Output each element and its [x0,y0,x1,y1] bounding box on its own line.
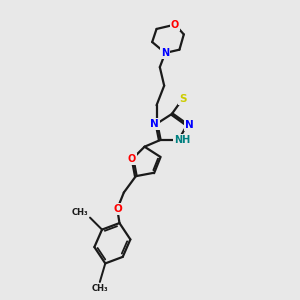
Text: N: N [185,120,194,130]
Text: CH₃: CH₃ [92,284,108,293]
Text: O: O [114,204,123,214]
Text: N: N [161,48,169,58]
Text: CH₃: CH₃ [72,208,88,217]
Text: N: N [150,119,159,129]
Text: O: O [127,154,136,164]
Text: NH: NH [174,135,190,145]
Text: S: S [179,94,187,104]
Text: O: O [171,20,179,30]
